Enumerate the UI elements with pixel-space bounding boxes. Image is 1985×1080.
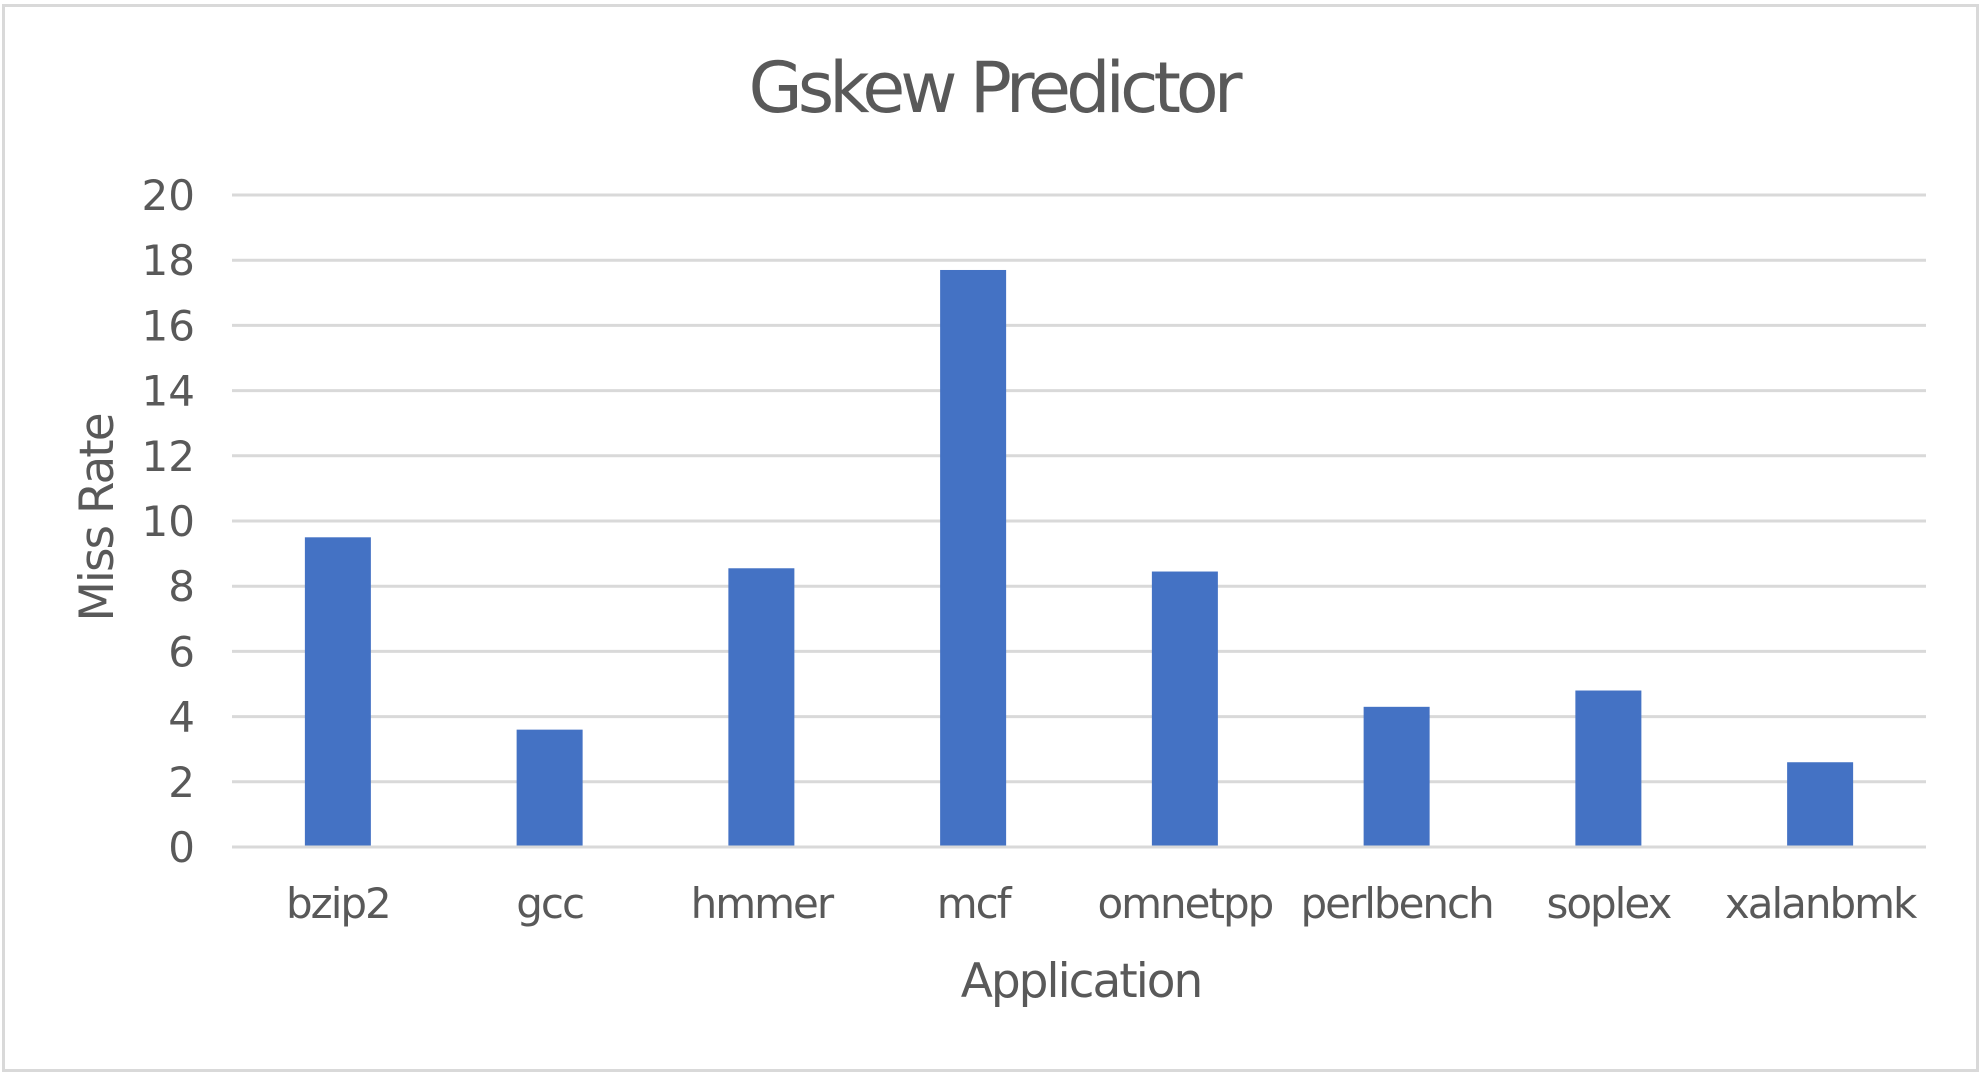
- x-category-label: hmmer: [691, 879, 835, 928]
- y-tick-label: 8: [168, 562, 195, 611]
- bar-gcc: [516, 729, 583, 846]
- y-tick-label: 0: [168, 823, 195, 872]
- x-category-label: omnetpp: [1097, 879, 1272, 928]
- gridlines: [232, 193, 1926, 849]
- bar-xalanbmk: [1787, 762, 1854, 846]
- y-axis-ticks: 0 2 4 6 8 10 12 14 16 18 20: [142, 171, 195, 872]
- x-category-label: xalanbmk: [1725, 879, 1918, 928]
- y-tick-label: 2: [168, 758, 195, 807]
- x-category-label: soplex: [1546, 879, 1671, 928]
- bar-bzip2: [304, 537, 371, 846]
- x-axis-label: Application: [961, 954, 1202, 1009]
- chart-title: Gskew Predictor: [748, 47, 1242, 129]
- y-tick-label: 18: [142, 236, 195, 285]
- bar-soplex: [1575, 690, 1642, 846]
- x-category-label: perlbench: [1300, 879, 1492, 928]
- bar-omnetpp: [1151, 571, 1218, 846]
- y-tick-label: 4: [168, 693, 195, 742]
- bars: [232, 269, 1926, 849]
- x-category-label: gcc: [516, 879, 583, 928]
- y-tick-label: 12: [142, 432, 195, 481]
- bar-hmmer: [728, 568, 795, 846]
- x-category-label: bzip2: [286, 879, 390, 928]
- bar-perlbench: [1363, 706, 1430, 846]
- y-tick-label: 16: [142, 301, 195, 350]
- bar-mcf: [940, 269, 1007, 846]
- y-tick-label: 14: [142, 367, 195, 416]
- x-category-label: mcf: [937, 879, 1013, 928]
- x-axis-categories: bzip2 gcc hmmer mcf omnetpp perlbench soplex xa…: [286, 879, 1920, 928]
- y-tick-label: 10: [142, 497, 195, 546]
- y-axis-label: Miss Rate: [70, 414, 125, 621]
- y-tick-label: 20: [142, 171, 195, 220]
- y-tick-label: 6: [168, 627, 195, 676]
